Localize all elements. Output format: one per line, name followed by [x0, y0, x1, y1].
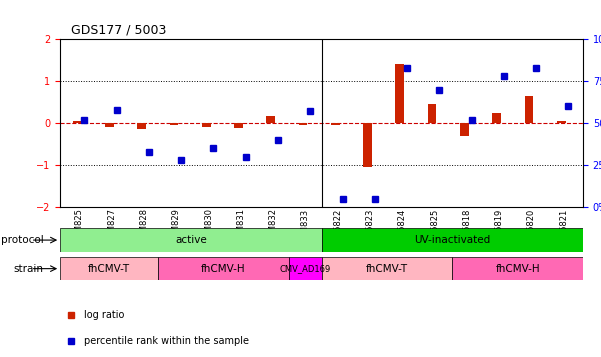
Text: fhCMV-T: fhCMV-T	[88, 263, 130, 274]
Bar	[557, 121, 566, 123]
Text: UV-inactivated: UV-inactivated	[414, 235, 490, 245]
Text: log ratio: log ratio	[84, 310, 124, 320]
Bar	[299, 123, 307, 125]
Bar	[363, 123, 372, 167]
Text: GDS177 / 5003: GDS177 / 5003	[70, 24, 166, 37]
FancyBboxPatch shape	[60, 257, 158, 280]
Text: CMV_AD169: CMV_AD169	[279, 264, 331, 273]
Bar	[73, 121, 81, 123]
Text: fhCMV-T: fhCMV-T	[366, 263, 408, 274]
Text: percentile rank within the sample: percentile rank within the sample	[84, 336, 249, 346]
FancyBboxPatch shape	[60, 228, 322, 252]
FancyBboxPatch shape	[158, 257, 289, 280]
Text: strain: strain	[14, 263, 44, 274]
FancyBboxPatch shape	[322, 228, 583, 252]
Bar	[460, 123, 469, 136]
Bar	[105, 123, 114, 127]
Text: protocol: protocol	[1, 235, 44, 245]
Bar	[428, 104, 436, 123]
Bar	[202, 123, 210, 126]
Bar	[169, 123, 178, 125]
Bar	[137, 123, 146, 130]
Bar	[234, 123, 243, 128]
Bar	[395, 65, 404, 123]
FancyBboxPatch shape	[453, 257, 583, 280]
Bar	[492, 113, 501, 123]
Text: fhCMV-H: fhCMV-H	[495, 263, 540, 274]
Bar	[525, 96, 533, 123]
FancyBboxPatch shape	[289, 257, 322, 280]
Text: active: active	[175, 235, 207, 245]
Bar	[266, 116, 275, 123]
Bar	[331, 123, 340, 125]
FancyBboxPatch shape	[322, 257, 453, 280]
Text: fhCMV-H: fhCMV-H	[201, 263, 246, 274]
